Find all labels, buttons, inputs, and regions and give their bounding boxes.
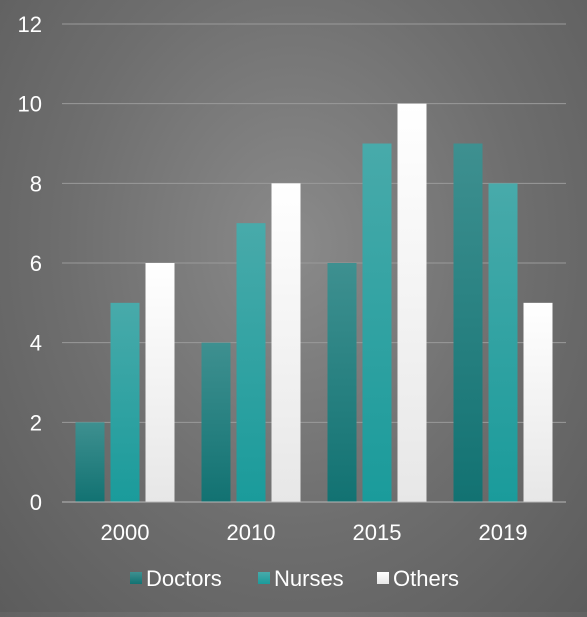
bar-others-2019 <box>523 302 553 502</box>
x-tick-label: 2010 <box>227 520 276 545</box>
x-tick-label: 2000 <box>101 520 150 545</box>
y-tick-label: 10 <box>18 92 42 117</box>
legend-label-nurses: Nurses <box>274 566 344 591</box>
bars <box>75 103 553 503</box>
bar-doctors-2000 <box>75 422 105 502</box>
legend-swatch-nurses <box>258 572 270 584</box>
legend-label-doctors: Doctors <box>146 566 222 591</box>
y-tick-label: 12 <box>18 12 42 37</box>
legend-label-others: Others <box>393 566 459 591</box>
y-tick-label: 6 <box>30 251 42 276</box>
bar-nurses-2015 <box>362 143 392 502</box>
legend: Doctors Nurses Others <box>130 566 459 591</box>
bar-nurses-2010 <box>236 223 266 502</box>
x-tick-label: 2015 <box>353 520 402 545</box>
x-tick-label: 2019 <box>479 520 528 545</box>
bar-doctors-2019 <box>453 143 483 502</box>
bar-others-2010 <box>271 183 301 503</box>
x-axis-ticks: 2000 2010 2015 2019 <box>101 520 528 545</box>
y-tick-label: 4 <box>30 331 42 356</box>
bar-nurses-2000 <box>110 302 140 502</box>
y-tick-label: 8 <box>30 171 42 196</box>
y-axis-ticks: 0 2 4 6 8 10 12 <box>18 12 42 515</box>
bar-doctors-2010 <box>201 342 231 502</box>
legend-swatch-others <box>377 572 389 584</box>
y-tick-label: 0 <box>30 490 42 515</box>
bar-others-2015 <box>397 103 427 503</box>
bar-doctors-2015 <box>327 263 357 502</box>
legend-swatch-doctors <box>130 572 142 584</box>
bar-others-2000 <box>145 263 175 502</box>
bar-nurses-2019 <box>488 183 518 503</box>
y-tick-label: 2 <box>30 410 42 435</box>
